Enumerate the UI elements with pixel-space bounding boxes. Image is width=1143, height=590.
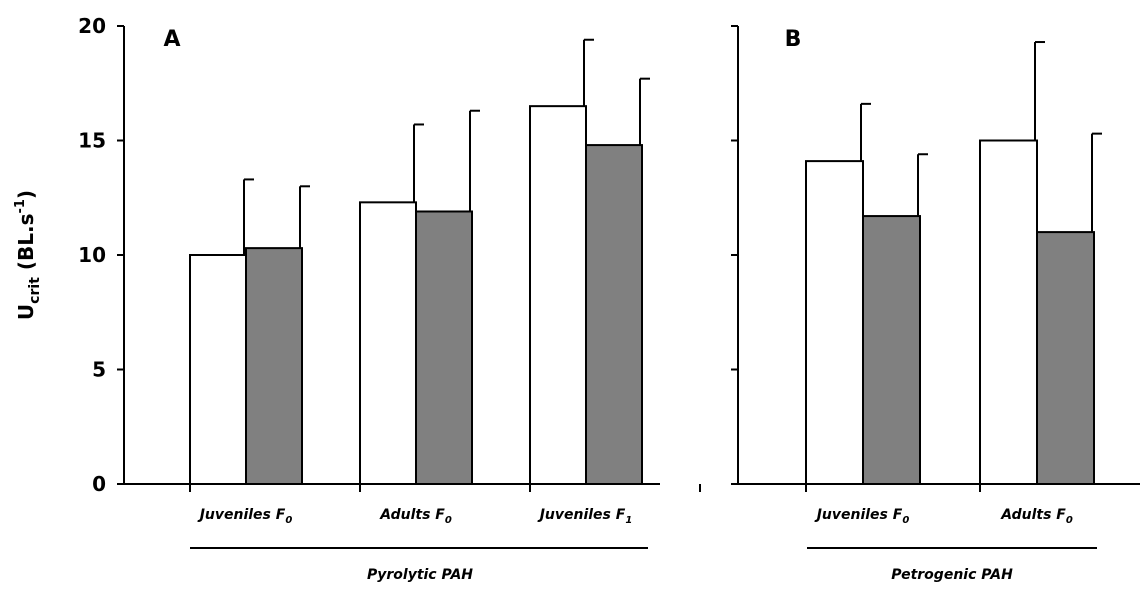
x-category-label-subscript: 0 [445, 515, 452, 526]
x-category-label: Juveniles F0 [197, 507, 293, 526]
bar [805, 160, 864, 486]
group-label: Pyrolytic PAH [367, 567, 473, 583]
y-tick-label: 20 [78, 14, 106, 38]
x-category-label: Juveniles F1 [537, 507, 633, 526]
x-category-label: Adults F0 [379, 507, 452, 526]
y-tick-label: 0 [92, 472, 106, 496]
x-category-label: Juveniles F0 [814, 507, 910, 526]
y-axis-label: Ucrit (BL.s-1) [13, 190, 43, 320]
group-label: Petrogenic PAH [891, 567, 1013, 583]
bar [1036, 231, 1095, 485]
y-axis-title-unit: (BL.s [14, 214, 38, 278]
x-category-label-text: Juveniles F [197, 507, 286, 523]
x-category-label-subscript: 0 [285, 515, 292, 526]
y-tick-label: 10 [78, 243, 106, 267]
panel-letter: A [163, 27, 180, 52]
x-category-label-subscript: 0 [902, 515, 909, 526]
panel-letter: B [785, 27, 802, 52]
bar [189, 254, 247, 485]
y-axis-title-close: ) [14, 190, 38, 199]
bar [245, 247, 303, 485]
bar [415, 210, 473, 486]
x-category-label-text: Adults F [379, 507, 445, 523]
x-category-label-text: Juveniles F [537, 507, 626, 523]
y-axis-title-superscript: -1 [13, 199, 28, 213]
bar [585, 144, 643, 486]
x-category-label: Adults F0 [1000, 507, 1073, 526]
y-tick-label: 5 [92, 358, 106, 382]
x-category-label-subscript: 0 [1066, 515, 1073, 526]
bar [979, 139, 1038, 485]
bar [359, 201, 417, 486]
y-axis-title: Ucrit (BL.s-1) [13, 190, 43, 320]
x-category-label-text: Juveniles F [814, 507, 903, 523]
y-tick-label: 15 [78, 129, 106, 153]
y-axis-title-subscript: crit [27, 277, 43, 304]
y-axis-title-main: U [14, 304, 38, 320]
x-category-label-text: Adults F [1000, 507, 1066, 523]
bar [529, 105, 587, 486]
x-category-label-subscript: 1 [625, 515, 632, 526]
bar [862, 215, 921, 485]
